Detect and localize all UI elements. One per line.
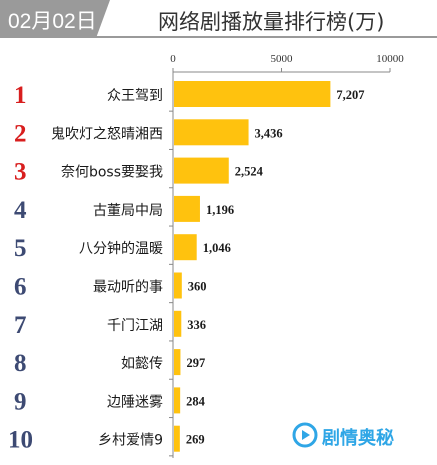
category-label: 最动听的事 (93, 280, 163, 296)
header-divider (0, 36, 437, 38)
category-label: 古董局中局 (93, 203, 163, 219)
category-label: 鬼吹灯之怒晴湘西 (51, 126, 163, 142)
bar (174, 310, 182, 337)
chart-title: 网络剧播放量排行榜(万) (158, 10, 385, 34)
value-label: 7,207 (336, 88, 364, 102)
bar (174, 81, 331, 107)
category-label: 八分钟的温暖 (79, 240, 163, 257)
category-label: 众王驾到 (107, 88, 163, 104)
bar (174, 272, 182, 299)
value-label: 2,524 (235, 165, 264, 179)
rank-number: 3 (14, 159, 27, 186)
bar (174, 387, 181, 414)
category-label: 奈何boss要娶我 (61, 165, 163, 181)
watermark-text: 剧情奥秘 (322, 428, 394, 449)
rank-number: 6 (14, 274, 27, 301)
category-label: 千门江湖 (107, 318, 163, 334)
watermark: 剧情奥秘 (292, 418, 432, 458)
header: 02月02日 网络剧播放量排行榜(万) (0, 0, 437, 40)
x-tick-label: 0 (170, 53, 176, 65)
value-label: 297 (186, 356, 205, 370)
play-icon (292, 422, 318, 448)
value-label: 3,436 (255, 126, 283, 140)
value-label: 284 (186, 394, 206, 408)
x-tick-label: 5000 (271, 53, 294, 65)
bar (174, 157, 229, 184)
rank-number: 5 (14, 235, 27, 262)
rank-number: 7 (14, 312, 27, 339)
bar (174, 119, 249, 146)
value-label: 1,046 (203, 241, 231, 255)
value-label: 1,196 (206, 203, 234, 217)
category-label: 如懿传 (121, 356, 163, 372)
bar (174, 195, 200, 222)
bar (174, 234, 197, 261)
date-label: 02月02日 (8, 10, 97, 33)
value-label: 269 (186, 433, 205, 447)
rank-number: 10 (8, 427, 33, 454)
rank-number: 2 (14, 120, 27, 147)
rank-number: 4 (14, 197, 27, 224)
date-tab (0, 0, 110, 36)
x-tick-label: 10000 (376, 53, 404, 65)
rank-number: 9 (14, 388, 27, 415)
rank-number: 8 (14, 350, 27, 377)
bar (174, 425, 180, 452)
ranking-bar-chart: 0 5000 10000 1 众王驾到 7,207 2 鬼吹灯之怒晴湘西 3,436 3 奈何bos… (8, 53, 404, 458)
category-label: 乡村爱情9 (98, 433, 163, 449)
category-label: 边陲迷雾 (107, 394, 163, 410)
value-label: 336 (187, 318, 206, 332)
value-label: 360 (188, 280, 207, 294)
bar (174, 349, 181, 376)
rank-number: 1 (14, 82, 27, 109)
